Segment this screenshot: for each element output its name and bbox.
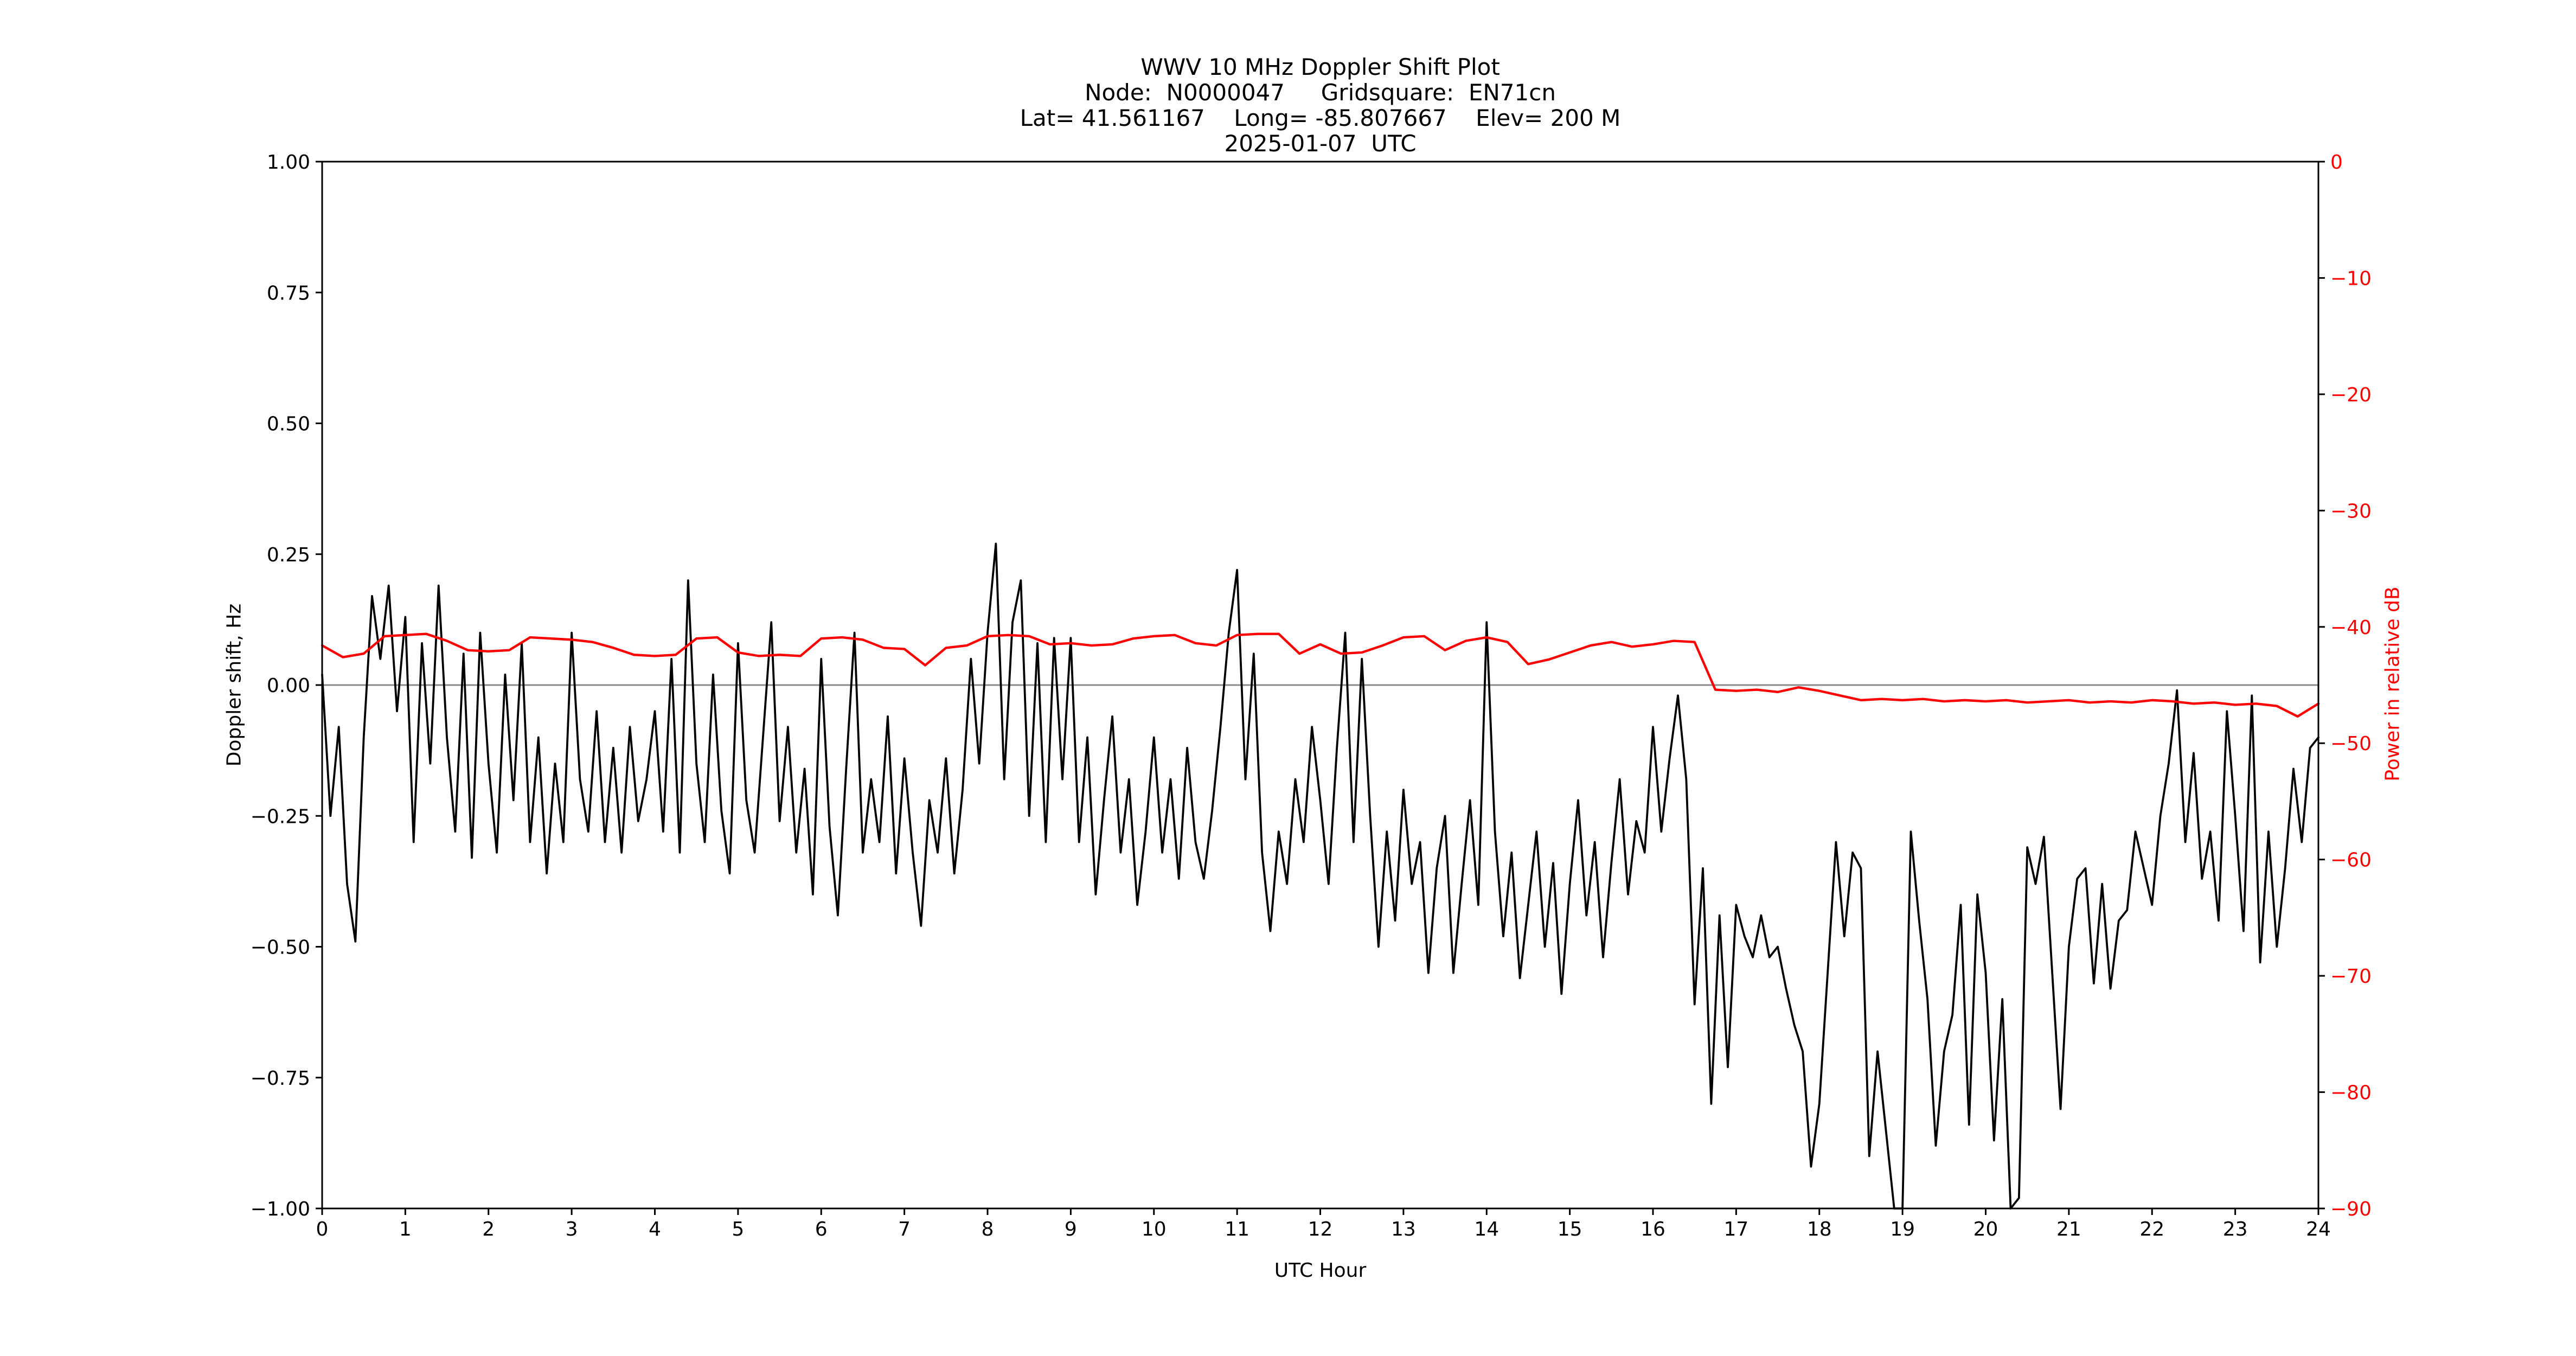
x-tick-label: 22	[2139, 1218, 2164, 1240]
chart-title-line-3: Lat= 41.561167 Long= -85.807667 Elev= 20…	[1020, 105, 1621, 131]
chart-title-block: WWV 10 MHz Doppler Shift Plot Node: N000…	[322, 54, 2318, 156]
y-right-tick-label: −40	[2330, 617, 2372, 639]
x-tick-label: 16	[1641, 1218, 1665, 1240]
y-left-tick-label: −1.00	[251, 1198, 310, 1220]
x-tick-label: 15	[1558, 1218, 1582, 1240]
y-right-tick-label: −90	[2330, 1198, 2372, 1220]
x-tick-label: 9	[1065, 1218, 1077, 1240]
y-left-tick-label: −0.50	[251, 937, 310, 959]
y-right-tick-label: −30	[2330, 500, 2372, 522]
y-left-tick-label: −0.25	[251, 805, 310, 828]
chart-title-line-4: 2025-01-07 UTC	[1224, 130, 1417, 157]
x-tick-label: 4	[649, 1218, 661, 1240]
x-tick-label: 7	[898, 1218, 911, 1240]
x-tick-label: 21	[2056, 1218, 2081, 1240]
y-left-tick-label: 0.75	[267, 282, 310, 304]
x-tick-label: 0	[316, 1218, 329, 1240]
x-tick-label: 24	[2306, 1218, 2331, 1240]
chart-title-line-1: WWV 10 MHz Doppler Shift Plot	[1140, 54, 1500, 80]
x-tick-label: 20	[1973, 1218, 1998, 1240]
doppler-series	[321, 542, 2319, 1210]
y-axis-label-left: Doppler shift, Hz	[223, 603, 246, 767]
y-right-tick-label: −80	[2330, 1082, 2372, 1104]
y-right-tick-label: −60	[2330, 849, 2372, 872]
power-series	[321, 632, 2320, 718]
x-tick-label: 19	[1890, 1218, 1915, 1240]
x-tick-label: 5	[732, 1218, 744, 1240]
x-tick-label: 12	[1308, 1218, 1333, 1240]
x-tick-label: 17	[1723, 1218, 1748, 1240]
x-axis-label: UTC Hour	[1274, 1259, 1367, 1282]
y-left-tick-label: 1.00	[267, 151, 310, 174]
x-tick-label: 10	[1142, 1218, 1167, 1240]
x-tick-label: 6	[815, 1218, 828, 1240]
y-right-tick-label: 0	[2330, 151, 2343, 174]
y-axis-label-right: Power in relative dB	[2381, 586, 2404, 782]
x-tick-label: 3	[566, 1218, 578, 1240]
x-tick-label: 14	[1474, 1218, 1499, 1240]
chart-title-line-2: Node: N0000047 Gridsquare: EN71cn	[1085, 79, 1556, 106]
x-tick-label: 13	[1391, 1218, 1416, 1240]
x-tick-label: 23	[2223, 1218, 2248, 1240]
y-left-tick-label: 0.50	[267, 413, 310, 436]
y-right-tick-label: −70	[2330, 965, 2372, 988]
x-tick-label: 11	[1225, 1218, 1249, 1240]
y-left-tick-label: 0.25	[267, 544, 310, 566]
y-right-tick-label: −20	[2330, 384, 2372, 406]
x-tick-label: 18	[1807, 1218, 1832, 1240]
x-tick-label: 8	[982, 1218, 994, 1240]
y-right-tick-label: −10	[2330, 267, 2372, 290]
x-tick-label: 2	[482, 1218, 495, 1240]
y-left-tick-label: 0.00	[267, 675, 310, 697]
y-left-tick-label: −0.75	[251, 1067, 310, 1090]
x-tick-label: 1	[399, 1218, 412, 1240]
y-right-tick-label: −50	[2330, 733, 2372, 755]
